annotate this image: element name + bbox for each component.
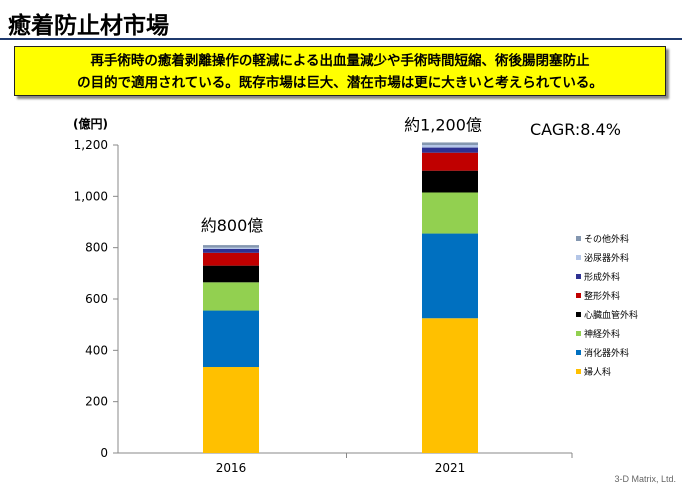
legend-label: 泌尿器外科: [584, 252, 629, 264]
bar-segment: [422, 142, 478, 145]
bar-segment: [203, 247, 259, 249]
legend-swatch: [576, 312, 581, 317]
bar-segment: [203, 367, 259, 453]
bar-segment: [422, 145, 478, 148]
legend-swatch: [576, 255, 581, 260]
x-tick-label: 2021: [435, 461, 466, 475]
y-axis-label: (億円): [73, 116, 108, 131]
bar-segment: [203, 310, 259, 368]
chart-bars: [203, 142, 478, 453]
legend-swatch: [576, 274, 581, 279]
bar-segment: [422, 318, 478, 453]
chart-labels: 2016 約800億 2021 約1,200億 CAGR:8.4%: [201, 115, 621, 475]
legend-label: 形成外科: [584, 271, 620, 283]
bar-segment: [203, 252, 259, 266]
callout-line-2: の目的で適用されている。既存市場は巨大、潜在市場は更に大きいと考えられている。: [77, 75, 603, 91]
legend-swatch: [576, 369, 581, 374]
y-tick-label: 600: [85, 292, 108, 306]
summary-callout: 再手術時の癒着剥離操作の軽減による出血量減少や手術時間短縮、術後腸閉塞防止 の目…: [14, 46, 666, 96]
x-tick-label: 2016: [216, 461, 247, 475]
bar-segment: [422, 233, 478, 319]
legend-swatch: [576, 350, 581, 355]
y-tick-label: 1,200: [74, 138, 108, 152]
bar-segment: [203, 248, 259, 253]
y-tick-label: 0: [100, 446, 108, 460]
legend-label: 神経外科: [584, 328, 620, 340]
chart-axes: 0 200 400 600 800 1,000 1,200 (億円): [73, 116, 573, 460]
y-tick-label: 800: [85, 241, 108, 255]
title-divider: [0, 38, 682, 40]
legend-label: 婦人科: [584, 366, 611, 378]
bar-segment: [203, 245, 259, 248]
legend-swatch: [576, 236, 581, 241]
bar-segment: [422, 192, 478, 234]
legend-label: その他外科: [584, 233, 629, 245]
cagr-label: CAGR:8.4%: [530, 120, 621, 139]
bar-segment: [422, 152, 478, 171]
callout-line-1: 再手術時の癒着剥離操作の軽減による出血量減少や手術時間短縮、術後腸閉塞防止: [90, 53, 590, 69]
bar-segment: [422, 170, 478, 193]
legend-label: 消化器外科: [584, 347, 629, 359]
footer-credit: 3-D Matrix, Ltd.: [614, 474, 676, 484]
legend-swatch: [576, 331, 581, 336]
bar-segment: [422, 147, 478, 153]
legend-swatch: [576, 293, 581, 298]
total-annotation: 約1,200億: [404, 115, 482, 134]
page-title: 癒着防止材市場: [8, 13, 169, 39]
y-tick-label: 400: [85, 343, 108, 357]
legend-label: 整形外科: [584, 290, 620, 302]
bar-segment: [203, 265, 259, 283]
bar-segment: [203, 282, 259, 311]
y-tick-label: 200: [85, 395, 108, 409]
legend-label: 心臓血管外科: [584, 309, 638, 321]
y-tick-label: 1,000: [74, 189, 108, 203]
total-annotation: 約800億: [201, 216, 264, 235]
